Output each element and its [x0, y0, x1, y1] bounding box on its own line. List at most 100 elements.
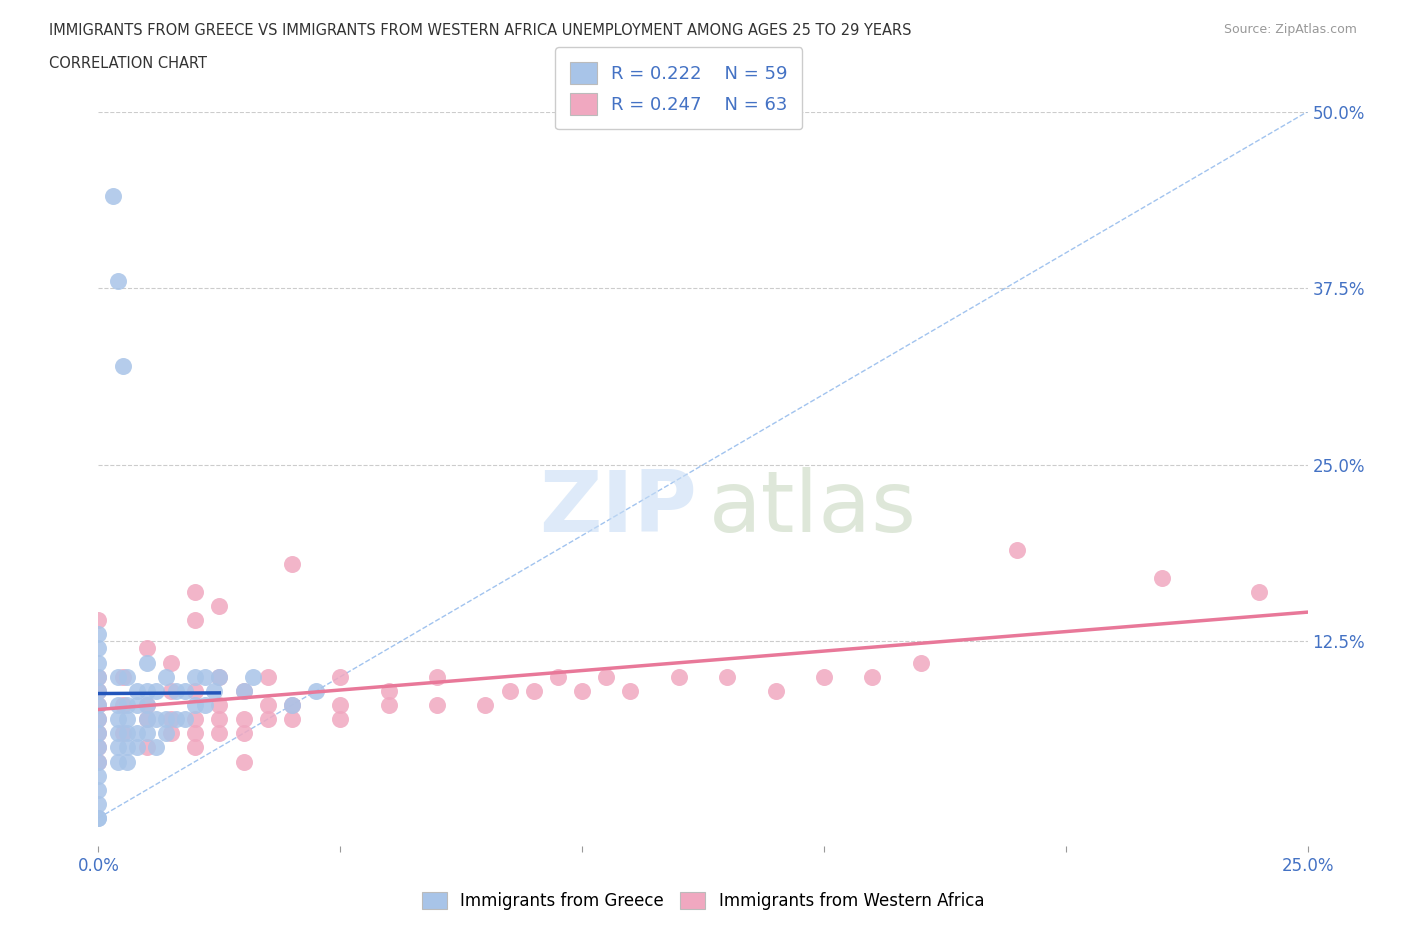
Point: [107, 670, 129, 684]
Point: [1152, 570, 1174, 585]
Point: [87, 754, 110, 769]
Point: [107, 754, 129, 769]
Point: [174, 684, 197, 698]
Point: [87, 796, 110, 811]
Point: [160, 711, 183, 726]
Point: [107, 725, 129, 740]
Point: [256, 711, 278, 726]
Point: [305, 684, 328, 698]
Point: [87, 711, 110, 726]
Point: [184, 725, 207, 740]
Point: [716, 670, 738, 684]
Point: [111, 698, 134, 712]
Point: [208, 698, 231, 712]
Point: [184, 698, 207, 712]
Point: [127, 740, 149, 755]
Point: [101, 189, 124, 204]
Point: [523, 684, 546, 698]
Point: [87, 613, 110, 628]
Point: [184, 711, 207, 726]
Point: [329, 698, 352, 712]
Point: [329, 711, 352, 726]
Point: [135, 641, 157, 656]
Point: [135, 698, 157, 712]
Point: [232, 684, 254, 698]
Point: [135, 698, 157, 712]
Point: [426, 670, 449, 684]
Point: [145, 711, 167, 726]
Point: [208, 711, 231, 726]
Point: [87, 670, 110, 684]
Point: [1007, 542, 1029, 557]
Point: [194, 670, 217, 684]
Point: [329, 670, 352, 684]
Point: [160, 656, 183, 671]
Point: [145, 740, 167, 755]
Point: [160, 684, 183, 698]
Point: [135, 684, 157, 698]
Point: [87, 684, 110, 698]
Point: [547, 670, 569, 684]
Point: [184, 613, 207, 628]
Point: [135, 711, 157, 726]
Point: [377, 684, 399, 698]
Point: [256, 670, 278, 684]
Point: [595, 670, 617, 684]
Point: [377, 698, 399, 712]
Point: [107, 740, 129, 755]
Point: [87, 740, 110, 755]
Point: [242, 670, 264, 684]
Point: [111, 725, 134, 740]
Point: [87, 740, 110, 755]
Point: [87, 684, 110, 698]
Point: [208, 599, 231, 614]
Point: [184, 585, 207, 600]
Point: [87, 725, 110, 740]
Point: [194, 698, 217, 712]
Point: [87, 627, 110, 642]
Point: [135, 740, 157, 755]
Point: [107, 273, 129, 288]
Text: CORRELATION CHART: CORRELATION CHART: [49, 56, 207, 71]
Point: [107, 698, 129, 712]
Point: [232, 711, 254, 726]
Point: [208, 670, 231, 684]
Point: [87, 811, 110, 826]
Point: [117, 754, 139, 769]
Legend: Immigrants from Greece, Immigrants from Western Africa: Immigrants from Greece, Immigrants from …: [415, 885, 991, 917]
Point: [135, 725, 157, 740]
Point: [135, 711, 157, 726]
Text: atlas: atlas: [709, 467, 917, 550]
Point: [87, 811, 110, 826]
Point: [87, 768, 110, 783]
Point: [87, 656, 110, 671]
Point: [910, 656, 932, 671]
Point: [426, 698, 449, 712]
Point: [281, 698, 304, 712]
Point: [474, 698, 496, 712]
Point: [117, 740, 139, 755]
Point: [184, 684, 207, 698]
Point: [145, 684, 167, 698]
Point: [165, 711, 187, 726]
Point: [184, 670, 207, 684]
Point: [208, 670, 231, 684]
Point: [232, 725, 254, 740]
Point: [204, 684, 226, 698]
Point: [232, 754, 254, 769]
Point: [498, 684, 520, 698]
Point: [232, 684, 254, 698]
Point: [87, 698, 110, 712]
Point: [111, 670, 134, 684]
Point: [87, 754, 110, 769]
Point: [87, 725, 110, 740]
Point: [860, 670, 883, 684]
Point: [668, 670, 690, 684]
Point: [127, 684, 149, 698]
Point: [281, 556, 304, 571]
Point: [107, 711, 129, 726]
Point: [165, 684, 187, 698]
Point: [111, 358, 134, 373]
Point: [571, 684, 593, 698]
Text: Source: ZipAtlas.com: Source: ZipAtlas.com: [1223, 23, 1357, 36]
